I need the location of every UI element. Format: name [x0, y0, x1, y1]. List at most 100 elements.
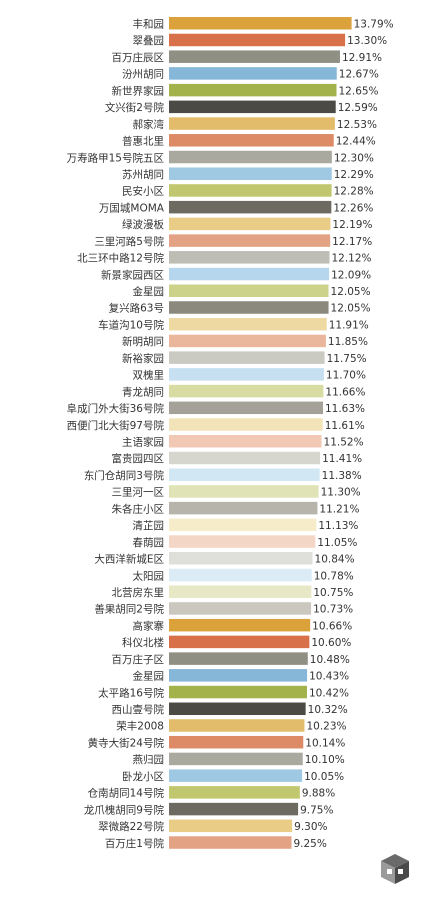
category-label: 百万庄辰区 [112, 51, 165, 64]
bar [169, 100, 336, 114]
bar [169, 836, 292, 849]
bar [169, 184, 332, 197]
category-label: 卧龙小区 [122, 770, 164, 783]
value-label: 10.75% [313, 587, 353, 599]
category-label: 主语家园 [122, 436, 164, 449]
bar [169, 685, 307, 699]
value-label: 10.60% [311, 637, 351, 649]
bar [169, 451, 321, 465]
category-label: 善果胡同2号院 [94, 603, 164, 616]
bar [169, 368, 324, 381]
category-label: 郝家湾 [133, 118, 165, 131]
bar [169, 167, 332, 180]
value-label: 10.05% [304, 771, 344, 783]
bar [169, 669, 308, 682]
value-label: 10.84% [315, 554, 355, 566]
category-label: 车道沟10号院 [98, 318, 164, 331]
value-label: 12.28% [334, 186, 374, 198]
value-label: 12.19% [332, 219, 372, 231]
value-label: 12.59% [338, 102, 378, 114]
bar [169, 786, 300, 799]
value-label: 10.78% [314, 570, 354, 582]
value-label: 12.44% [336, 136, 376, 148]
bar [169, 618, 311, 632]
value-label: 11.30% [321, 487, 361, 499]
bar [169, 719, 305, 732]
bar [169, 384, 324, 398]
value-label: 10.73% [313, 604, 353, 616]
category-label: 西山壹号院 [112, 703, 165, 716]
category-label: 金星园 [133, 285, 165, 298]
value-label: 11.61% [325, 420, 365, 432]
cube-logo-icon [381, 854, 409, 884]
category-label: 西便门北大街97号院 [67, 419, 165, 432]
bar [169, 284, 329, 298]
category-label: 翠叠园 [133, 35, 165, 47]
category-label: 复兴路63号 [109, 302, 164, 315]
category-label: 东门仓胡同3号院 [84, 469, 165, 482]
category-label: 太平路16号院 [98, 686, 164, 699]
category-label: 百万庄子区 [112, 653, 165, 666]
bar [169, 267, 330, 281]
bar [169, 17, 352, 30]
category-label: 青龙胡同 [122, 385, 164, 398]
value-label: 11.70% [326, 370, 366, 382]
bar [169, 50, 340, 63]
category-label: 燕归园 [133, 753, 165, 766]
value-label: 12.29% [334, 169, 374, 181]
category-label: 朱各庄小区 [112, 502, 165, 515]
value-label: 13.79% [354, 19, 394, 31]
category-label: 大西洋新城E区 [94, 553, 164, 566]
bar [169, 217, 331, 231]
value-label: 10.32% [308, 704, 348, 716]
bar [169, 568, 312, 582]
category-label: 万国城MOMA [99, 202, 165, 214]
value-label: 12.05% [331, 286, 371, 298]
value-label: 11.66% [325, 386, 365, 398]
value-label: 11.63% [325, 403, 365, 415]
value-label: 11.13% [318, 520, 358, 532]
value-label: 11.85% [328, 336, 368, 348]
value-label: 11.21% [319, 503, 359, 515]
bar [169, 251, 330, 264]
bar [169, 351, 325, 364]
bar [169, 602, 312, 615]
value-label: 10.10% [305, 754, 345, 766]
bar [169, 585, 312, 598]
category-label: 民安小区 [122, 185, 164, 198]
bar [169, 83, 337, 97]
bar [169, 334, 326, 348]
value-label: 12.26% [333, 202, 373, 214]
category-label: 新明胡同 [122, 335, 164, 348]
category-label: 太阳园 [133, 569, 165, 582]
value-label: 11.91% [329, 319, 369, 331]
bar [169, 67, 337, 80]
bar [169, 234, 331, 247]
category-label: 仓南胡同14号院 [88, 787, 165, 800]
value-label: 12.17% [332, 236, 372, 248]
bar [169, 435, 322, 448]
value-label: 10.66% [312, 620, 352, 632]
bar [169, 468, 320, 481]
value-label: 11.05% [317, 537, 357, 549]
category-label: 金星园 [133, 670, 165, 683]
category-label: 新景家园西区 [101, 268, 164, 281]
value-label: 12.09% [331, 269, 371, 281]
category-label: 富贵园四区 [112, 452, 165, 465]
category-label: 高家寨 [133, 619, 165, 632]
bar [169, 635, 310, 649]
value-label: 10.42% [309, 687, 349, 699]
bar [169, 485, 319, 498]
bar [169, 317, 327, 331]
bar [169, 702, 306, 716]
value-label: 9.25% [293, 838, 326, 850]
bar [169, 819, 293, 833]
bar [169, 117, 335, 130]
category-label: 万寿路甲15号院五区 [67, 151, 164, 164]
value-label: 10.43% [309, 671, 349, 683]
bar [169, 518, 317, 532]
value-label: 11.41% [322, 453, 362, 465]
bar [169, 418, 323, 431]
value-label: 13.30% [347, 35, 387, 47]
category-label: 科仪北楼 [122, 636, 164, 649]
